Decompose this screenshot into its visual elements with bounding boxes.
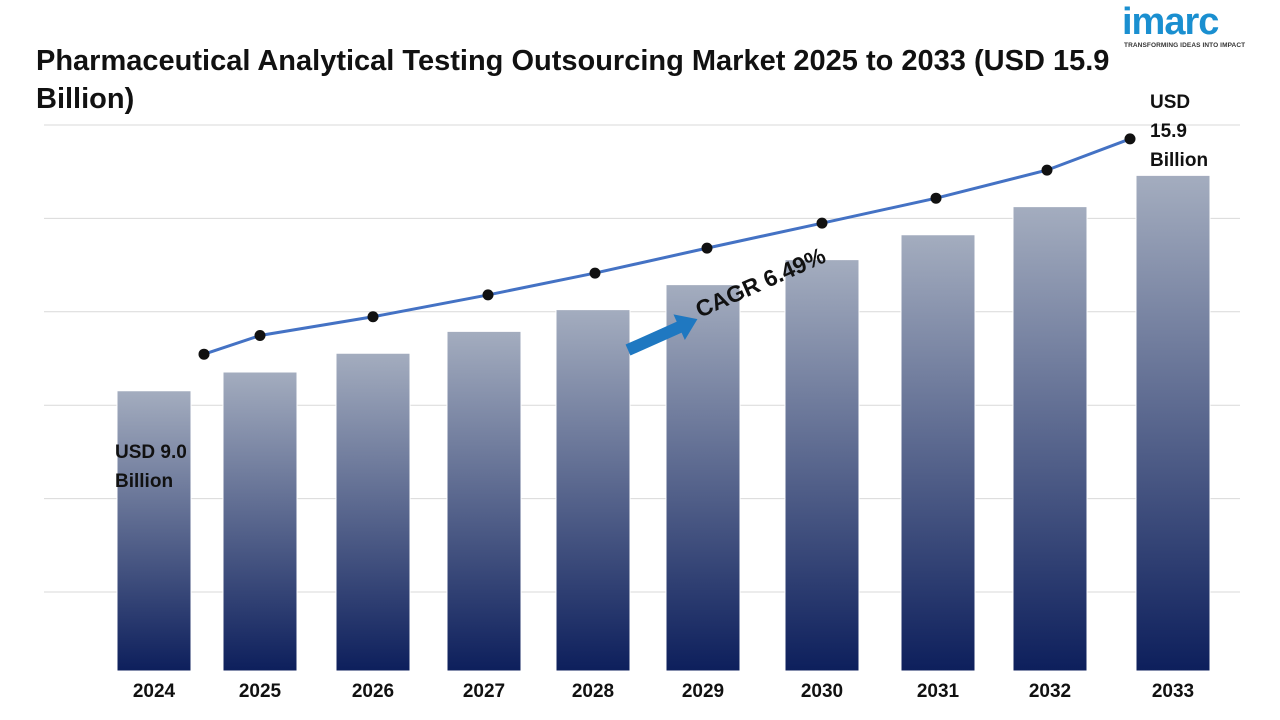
x-tick-label: 2033 [1152, 681, 1194, 702]
bar-2031 [900, 233, 976, 672]
start-value-line: USD 9.0 [115, 442, 187, 463]
bar-2029 [665, 283, 741, 672]
trend-marker-2026 [367, 311, 379, 323]
cagr-arrow-shaft [625, 320, 684, 356]
imarc-logo: imarc TRANSFORMING IDEAS INTO IMPACT [1122, 2, 1252, 54]
x-tick-label: 2031 [917, 681, 960, 702]
chart-title: Pharmaceutical Analytical Testing Outsou… [36, 45, 1110, 115]
x-tick-label: 2025 [239, 681, 282, 702]
bar-2024 [116, 389, 192, 672]
logo-tagline: TRANSFORMING IDEAS INTO IMPACT [1124, 42, 1246, 49]
bar-2027 [446, 330, 522, 672]
x-tick-label: 2029 [682, 681, 724, 702]
x-tick-label: 2027 [463, 681, 505, 702]
x-tick-label: 2030 [801, 681, 843, 702]
cagr-arrow-head [673, 314, 698, 341]
trend-marker-2024 [198, 348, 210, 360]
x-tick-label: 2024 [133, 681, 176, 702]
x-tick-label: 2032 [1029, 681, 1071, 702]
trend-marker-2028 [589, 267, 601, 279]
bar-2032 [1012, 205, 1088, 672]
cagr-arrow [625, 314, 698, 356]
end-value-label: USD 15.9 Billion [1150, 92, 1208, 171]
trend-line-group [198, 133, 1136, 360]
trend-line [203, 137, 1131, 356]
bar-2030 [784, 258, 860, 672]
end-value-line: Billion [1150, 150, 1208, 171]
bar-2028 [555, 308, 631, 672]
end-value-line: 15.9 [1150, 121, 1187, 142]
trend-marker-2030 [816, 217, 828, 229]
trend-marker-2029 [701, 242, 713, 254]
x-tick-labels: 2024 2025 2026 2027 2028 2029 2030 2031 2032 2033 [133, 681, 1194, 702]
bar-2033 [1135, 174, 1211, 672]
bar-2026 [335, 352, 411, 672]
trend-marker-2033 [1124, 133, 1136, 145]
bar-2025 [222, 370, 298, 672]
trend-marker-2025 [254, 329, 266, 341]
x-tick-label: 2028 [572, 681, 614, 702]
x-tick-label: 2026 [352, 681, 394, 702]
trend-marker-2031 [930, 192, 942, 204]
trend-marker-2027 [482, 289, 494, 301]
logo-wordmark: imarc [1122, 1, 1219, 43]
start-value-line: Billion [115, 471, 173, 492]
bars [116, 173, 1211, 672]
trend-marker-2032 [1041, 164, 1053, 176]
start-value-label: USD 9.0 Billion [115, 442, 187, 492]
end-value-line: USD [1150, 92, 1190, 113]
